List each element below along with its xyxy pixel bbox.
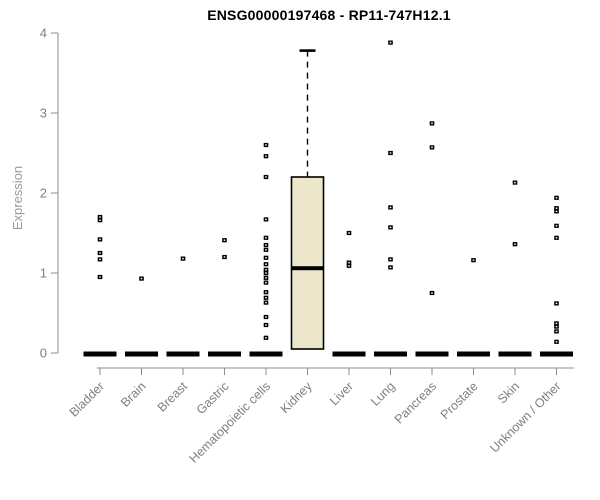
x-category-label: Kidney	[278, 379, 315, 416]
data-point-center	[555, 302, 558, 305]
data-point-center	[99, 219, 101, 221]
y-tick-label: 2	[40, 186, 47, 201]
zero-bar	[498, 351, 532, 357]
data-point-center	[431, 146, 433, 149]
zero-bar	[457, 351, 490, 357]
data-point-center	[223, 239, 226, 241]
data-point-center	[265, 316, 267, 318]
zero-bar	[332, 351, 366, 357]
x-category-label: Prostate	[438, 379, 481, 422]
data-point-center	[555, 325, 558, 328]
x-category-label: Liver	[327, 379, 356, 408]
box	[290, 176, 325, 350]
x-category-label: Pancreas	[392, 379, 439, 426]
data-point-center	[555, 330, 558, 333]
median-line	[291, 266, 324, 271]
data-point-center	[140, 277, 143, 280]
x-category-label: Breast	[155, 379, 191, 415]
data-point-center	[99, 216, 101, 218]
data-point-center	[99, 238, 101, 241]
data-point-center	[265, 218, 267, 221]
data-point-center	[389, 152, 392, 154]
data-point-center	[265, 272, 267, 274]
x-category-label: Gastric	[194, 379, 232, 417]
data-point-center	[265, 281, 267, 284]
data-point-center	[389, 258, 392, 261]
y-tick-label: 1	[40, 266, 47, 281]
data-point-center	[265, 249, 267, 251]
data-point-center	[389, 206, 392, 209]
data-point-center	[265, 337, 267, 339]
data-point-center	[555, 341, 558, 343]
data-point-center	[265, 277, 267, 279]
x-category-label: Lung	[368, 379, 398, 409]
y-tick-label: 3	[40, 106, 47, 121]
zero-bar	[166, 351, 200, 357]
data-point-center	[223, 256, 226, 258]
y-tick-label: 4	[40, 26, 47, 41]
data-point-center	[348, 261, 350, 264]
x-category-label: Skin	[495, 379, 522, 406]
data-point-center	[99, 258, 101, 261]
data-point-center	[265, 155, 267, 157]
data-point-center	[265, 301, 267, 304]
zero-bar	[125, 351, 158, 357]
zero-bar	[540, 351, 573, 357]
data-point-center	[348, 265, 350, 267]
x-category-label: Hematopoietic cells	[187, 379, 274, 466]
data-point-center	[555, 207, 558, 209]
data-point-center	[389, 41, 392, 44]
data-point-center	[265, 269, 267, 271]
x-category-label: Brain	[118, 379, 149, 410]
data-point-center	[265, 244, 267, 246]
data-point-center	[555, 237, 558, 239]
data-point-center	[265, 263, 267, 265]
data-point-center	[555, 210, 558, 213]
x-category-label: Unknown / Other	[487, 379, 563, 455]
data-point-center	[265, 257, 267, 259]
zero-bar	[208, 351, 241, 357]
zero-bar	[374, 351, 407, 357]
data-point-center	[265, 237, 267, 239]
data-point-center	[99, 252, 101, 254]
data-point-center	[431, 292, 433, 294]
data-point-center	[265, 291, 267, 293]
chart-title: ENSG00000197468 - RP11-747H12.1	[207, 7, 451, 23]
data-point-center	[472, 259, 475, 261]
data-point-center	[265, 176, 267, 178]
zero-bar	[249, 351, 283, 357]
data-point-center	[389, 226, 392, 229]
data-point-center	[555, 322, 558, 325]
data-point-center	[514, 243, 516, 245]
zero-bar	[415, 351, 449, 357]
data-point-center	[182, 257, 184, 260]
data-point-center	[431, 122, 433, 125]
data-point-center	[514, 181, 516, 184]
data-point-center	[265, 144, 267, 146]
data-point-center	[265, 324, 267, 326]
data-point-center	[555, 225, 558, 227]
zero-bar	[83, 351, 117, 357]
data-point-center	[555, 197, 558, 199]
x-category-label: Bladder	[67, 379, 107, 419]
data-point-center	[265, 297, 267, 299]
data-point-center	[99, 276, 101, 278]
data-point-center	[389, 266, 392, 269]
data-point-center	[348, 232, 350, 234]
y-tick-label: 0	[40, 346, 47, 361]
